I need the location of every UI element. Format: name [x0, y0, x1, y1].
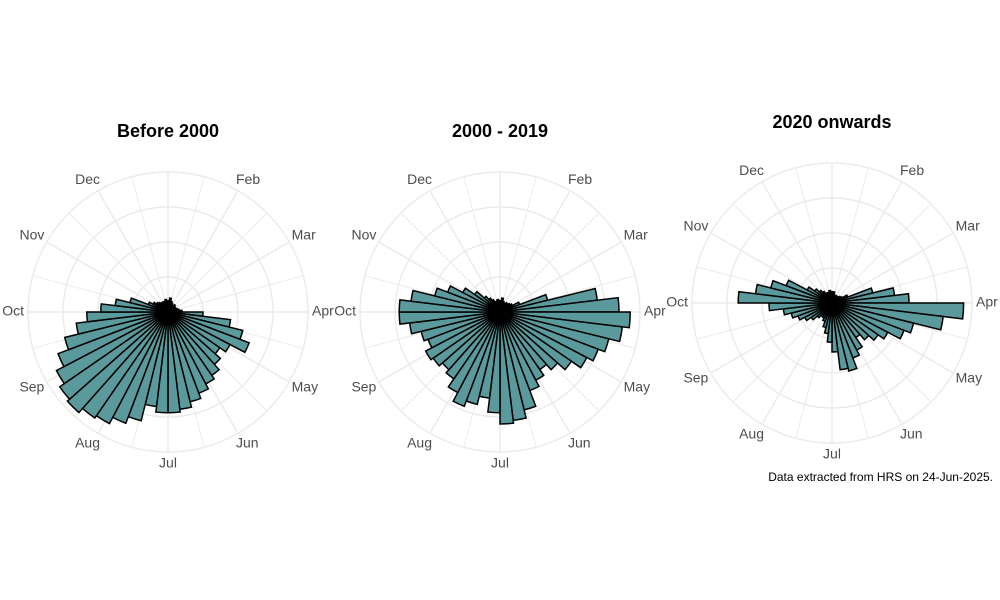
- spoke: [167, 275, 304, 313]
- spoke: [68, 212, 169, 313]
- bar: [831, 302, 870, 341]
- bar: [75, 311, 169, 336]
- theta-label: Dec: [407, 171, 432, 187]
- theta-label: Aug: [739, 425, 764, 441]
- spoke: [831, 232, 954, 304]
- spoke: [499, 176, 537, 313]
- theta-label: Mar: [292, 227, 316, 243]
- bar: [447, 311, 501, 394]
- polar-chart: 2020 onwards Feb Mar Apr May Jun Jul Aug Sep Oct N…: [666, 112, 998, 462]
- bar: [499, 311, 588, 369]
- theta-label: Jul: [491, 455, 509, 471]
- spoke: [499, 212, 600, 313]
- theta-label: Jul: [823, 446, 841, 462]
- spoke: [97, 190, 169, 313]
- theta-label: Aug: [407, 434, 432, 450]
- bar: [445, 311, 501, 380]
- theta-label: Jul: [159, 455, 177, 471]
- chart-title: Before 2000: [117, 121, 219, 141]
- bar: [58, 311, 169, 401]
- theta-label: Sep: [19, 379, 44, 395]
- spoke: [131, 176, 169, 313]
- theta-label: Nov: [19, 227, 44, 243]
- polar-chart: 2000 - 2019 Feb Mar Apr May Jun Jul Aug Sep Oct No…: [334, 121, 666, 471]
- theta-label: Sep: [683, 370, 708, 386]
- theta-label: Dec: [75, 171, 100, 187]
- bar: [497, 300, 501, 313]
- theta-label: Nov: [351, 227, 376, 243]
- theta-label: Mar: [624, 227, 648, 243]
- caption: Data extracted from HRS on 24-Jun-2025.: [768, 470, 993, 484]
- bar: [499, 311, 573, 371]
- polar-chart: Before 2000 Feb Mar Apr May Jun Jul Aug Sep Oct No…: [2, 121, 334, 471]
- theta-label: Jun: [900, 425, 923, 441]
- spoke: [167, 190, 239, 313]
- spoke: [831, 181, 903, 304]
- spoke: [499, 241, 622, 313]
- bar: [831, 302, 839, 353]
- spoke: [167, 212, 268, 313]
- theta-label: Mar: [956, 218, 980, 234]
- theta-label: May: [292, 379, 318, 395]
- bar: [831, 302, 858, 372]
- bar: [165, 300, 169, 313]
- spoke: [400, 212, 501, 313]
- theta-label: Nov: [683, 218, 708, 234]
- theta-label: Jun: [568, 434, 591, 450]
- spoke: [463, 176, 501, 313]
- spoke: [831, 167, 869, 304]
- spoke: [831, 203, 932, 304]
- spoke: [499, 190, 571, 313]
- theta-label: May: [956, 370, 982, 386]
- theta-label: Feb: [236, 171, 260, 187]
- theta-label: Apr: [312, 303, 334, 319]
- spoke: [761, 302, 833, 425]
- theta-label: Oct: [2, 303, 24, 319]
- theta-label: Feb: [900, 162, 924, 178]
- spoke: [167, 176, 205, 313]
- spoke: [732, 302, 833, 403]
- theta-label: Sep: [351, 379, 376, 395]
- chart-title: 2020 onwards: [772, 112, 891, 132]
- spoke: [732, 203, 833, 304]
- bar: [86, 311, 169, 323]
- bar: [57, 311, 169, 368]
- bar: [499, 311, 559, 371]
- chart-title: 2000 - 2019: [452, 121, 548, 141]
- spoke: [761, 181, 833, 304]
- bar: [63, 311, 169, 351]
- theta-label: Aug: [75, 434, 100, 450]
- bar: [831, 302, 849, 371]
- spoke: [46, 241, 169, 313]
- theta-label: Oct: [334, 303, 356, 319]
- theta-label: Jun: [236, 434, 259, 450]
- spoke: [795, 167, 833, 304]
- bar: [424, 311, 501, 361]
- bar: [66, 311, 169, 414]
- bar: [55, 311, 169, 385]
- spoke: [167, 241, 290, 313]
- theta-label: Apr: [976, 294, 998, 310]
- theta-label: Apr: [644, 303, 666, 319]
- bar: [499, 311, 515, 425]
- spoke: [429, 190, 501, 313]
- theta-label: Feb: [568, 171, 592, 187]
- theta-label: Dec: [739, 162, 764, 178]
- bar: [829, 291, 833, 304]
- theta-label: Oct: [666, 294, 688, 310]
- theta-label: May: [624, 379, 650, 395]
